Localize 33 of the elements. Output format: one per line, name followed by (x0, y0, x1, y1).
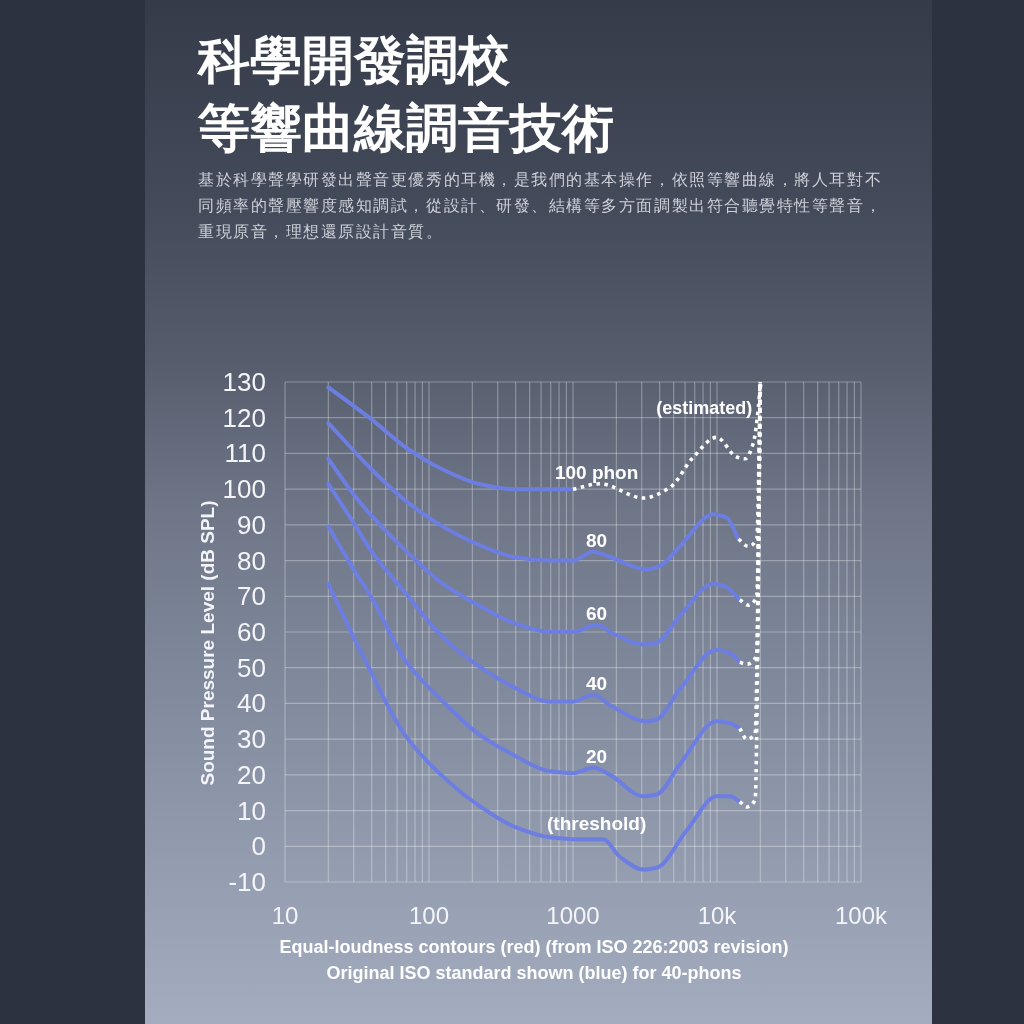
x-tick-label: 10 (271, 902, 299, 929)
chart-title: 科學開發調校 (198, 29, 510, 92)
x-tick-label: 100 (408, 902, 450, 929)
y-tick-label: 90 (237, 509, 266, 540)
y-tick-label: 40 (237, 688, 266, 719)
y-tick-label: 130 (222, 367, 266, 397)
y-tick-label: 10 (237, 795, 266, 826)
y-tick-label: 20 (237, 759, 266, 790)
text: Equal-loudness contours (red) (from ISO 226:2003 revision) (279, 937, 789, 957)
y-tick-label: 30 (237, 724, 266, 755)
series-label: 40 (586, 672, 608, 694)
series-label: 60 (586, 602, 608, 624)
series-label: 100 phon (554, 461, 639, 483)
x-tick-label: 100k (834, 902, 889, 929)
y-tick-label: 110 (224, 438, 266, 469)
series-label: 80 (586, 529, 608, 551)
y-tick-label: 50 (237, 652, 266, 683)
series-label: 20 (586, 745, 608, 767)
x-tick-label: 1000 (546, 902, 600, 929)
y-tick-label: -10 (228, 867, 266, 897)
y-tick-label: 70 (237, 581, 266, 612)
chart-subtitle: 等響曲線調音技術 (198, 97, 614, 160)
text: 基於科學聲學研發出聲音更優秀的耳機，是我們的基本操作，依照等響曲線，將人耳對不同頻率的聲壓響度感知調試，從設計、研發、結構等多方面調製出符合聽覺特性等聲音，重現原音，理想還原設計音質。 (198, 169, 882, 243)
text: Original ISO standard shown (blue) for 40-phons (326, 963, 742, 983)
y-tick-label: 0 (251, 831, 266, 862)
series-label: (threshold) (547, 813, 647, 835)
y-tick-label: 80 (237, 545, 266, 576)
x-tick-label: 10k (697, 902, 738, 929)
series-label: (estimated) (656, 398, 753, 418)
y-tick-label: 120 (222, 402, 266, 433)
y-axis-title: Sound Pressure Level (dB SPL) (197, 500, 218, 786)
y-tick-label: 60 (237, 617, 266, 647)
y-tick-label: 100 (222, 474, 266, 505)
